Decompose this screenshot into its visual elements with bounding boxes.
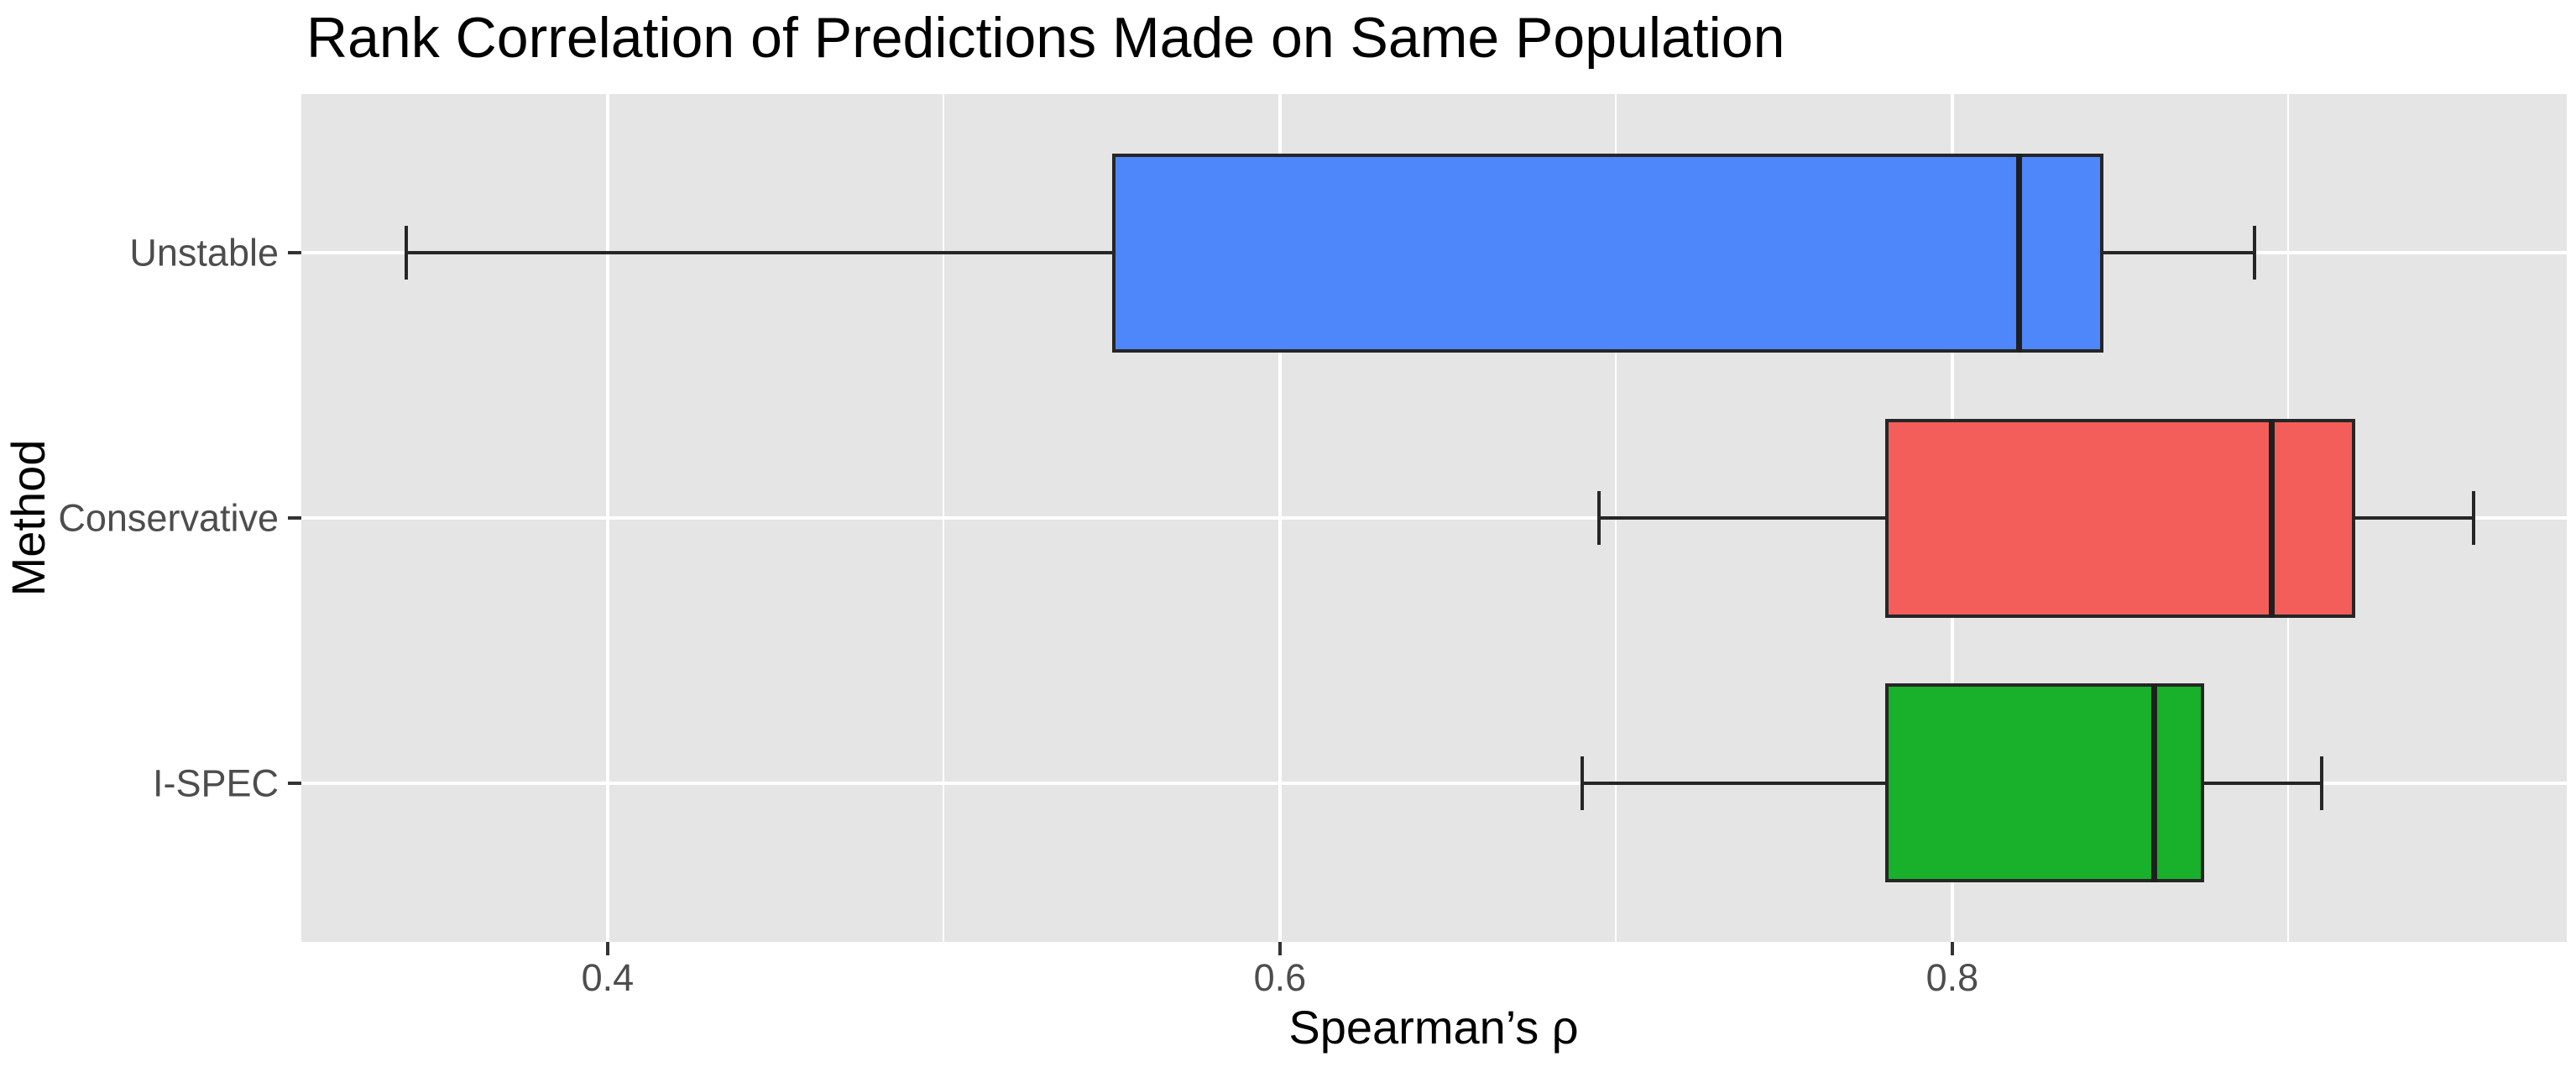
whisker-cap: [1581, 756, 1585, 810]
y-category-label-conservative: Conservative: [58, 496, 279, 540]
plot-panel: [301, 94, 2567, 942]
x-tick-label: 0.8: [1925, 956, 1979, 999]
chart-title: Rank Correlation of Predictions Made on …: [306, 6, 1785, 70]
median-line: [2268, 418, 2275, 618]
whisker-cap: [1597, 491, 1602, 545]
x-tick-label: 0.4: [581, 956, 635, 999]
y-tick-mark: [288, 781, 301, 785]
whisker-cap: [2253, 226, 2257, 280]
y-tick-mark: [288, 251, 301, 255]
row-gridline: [301, 516, 2567, 520]
x-tick-label: 0.6: [1253, 956, 1307, 999]
whisker-cap: [2320, 756, 2324, 810]
box-conservative: [1884, 418, 2356, 618]
row-gridline: [301, 781, 2567, 785]
y-tick-mark: [288, 516, 301, 520]
x-tick-mark: [605, 942, 609, 955]
y-category-label-unstable: Unstable: [129, 231, 279, 275]
median-line: [2016, 153, 2023, 353]
x-tick-mark: [1278, 942, 1282, 955]
x-tick-mark: [1950, 942, 1954, 955]
whisker-cap: [404, 226, 408, 280]
median-line: [2150, 683, 2157, 883]
y-category-label-i-spec: I-SPEC: [152, 761, 279, 805]
x-axis-title: Spearman’s ρ: [1288, 1001, 1579, 1054]
box-unstable: [1111, 153, 2104, 353]
whisker-cap: [2471, 491, 2475, 545]
